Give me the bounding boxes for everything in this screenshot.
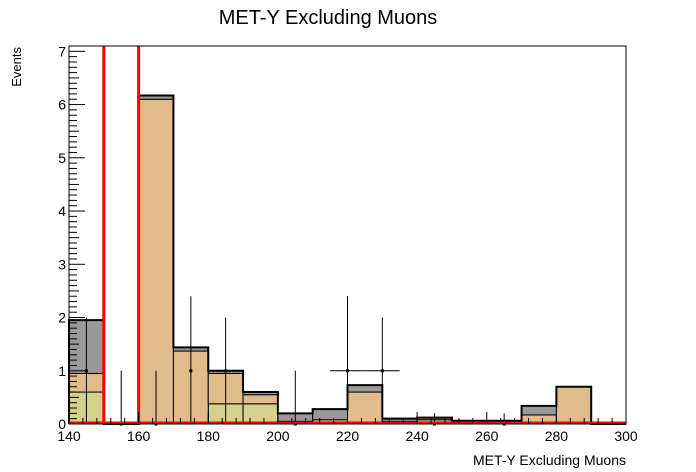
- y-tick-label-1: 1: [58, 363, 66, 379]
- x-tick-label-260: 260: [475, 428, 499, 444]
- x-tick-label-180: 180: [197, 428, 221, 444]
- x-tick-label-300: 300: [614, 428, 638, 444]
- stack-bar-s2-b7: [312, 408, 348, 421]
- y-tick-label-7: 7: [58, 43, 66, 59]
- x-tick-label-140: 140: [57, 428, 81, 444]
- plot-area: 140 160 180 200 220 240 260 280 300 0 1 2 3 4 5 6 7: [57, 43, 638, 444]
- stack-bar-s1-b14: [555, 386, 592, 425]
- y-tick-label-5: 5: [58, 150, 66, 166]
- x-tick-label-160: 160: [127, 428, 151, 444]
- y-axis-label: Events: [9, 47, 24, 87]
- data-point-3: [189, 369, 193, 373]
- stack-bar-s1-b5: [242, 394, 279, 405]
- x-tick-label-200: 200: [266, 428, 290, 444]
- stack-bar-s1-b8: [347, 391, 383, 425]
- x-tick-label-280: 280: [545, 428, 569, 444]
- data-point-6: [346, 369, 349, 373]
- y-tick-label-6: 6: [58, 97, 66, 113]
- stack-bar-s2-b8: [347, 384, 383, 393]
- x-axis-label: MET-Y Excluding Muons: [473, 452, 626, 468]
- y-tick-label-2: 2: [58, 310, 66, 326]
- data-point-7: [380, 369, 384, 373]
- stack-bar-s2-b13: [521, 405, 557, 416]
- y-tick-label-4: 4: [58, 203, 66, 219]
- stack-bar-s0-b5: [242, 403, 279, 425]
- y-tick-label-3: 3: [58, 256, 66, 272]
- data-point-0: [84, 369, 88, 373]
- y-tick-label-0: 0: [58, 416, 66, 432]
- x-tick-label-240: 240: [405, 428, 429, 444]
- stack-outline: [68, 94, 626, 425]
- x-tick-label-220: 220: [336, 428, 360, 444]
- data-point-4: [224, 369, 228, 373]
- chart-title: MET-Y Excluding Muons: [219, 7, 438, 29]
